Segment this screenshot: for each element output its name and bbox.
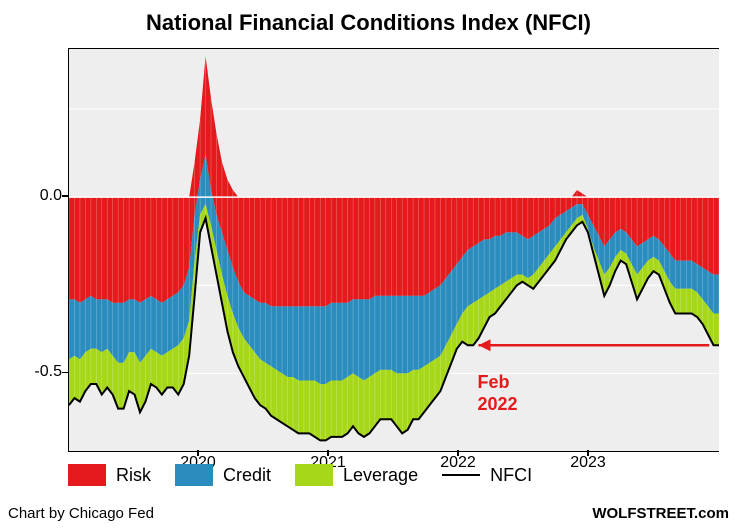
- annotation-line1: Feb: [478, 372, 510, 392]
- legend-line-swatch: [442, 474, 480, 476]
- footer-site: WOLFSTREET.com: [592, 505, 729, 522]
- legend-item: Risk: [68, 464, 151, 486]
- legend-label: Risk: [116, 465, 151, 486]
- y-tick-label: 0.0: [40, 187, 62, 205]
- y-tick-label: -0.5: [34, 363, 62, 381]
- legend-item: Leverage: [295, 464, 418, 486]
- chart-container: National Financial Conditions Index (NFC…: [0, 0, 737, 528]
- legend-label: NFCI: [490, 465, 532, 486]
- legend-item: NFCI: [442, 465, 532, 486]
- legend: Risk Credit Leverage NFCI: [68, 456, 718, 494]
- footer-source: Chart by Chicago Fed: [8, 505, 154, 522]
- legend-swatch: [68, 464, 106, 486]
- annotation-label: Feb 2022: [478, 372, 518, 415]
- legend-label: Credit: [223, 465, 271, 486]
- legend-swatch: [295, 464, 333, 486]
- legend-item: Credit: [175, 464, 271, 486]
- legend-label: Leverage: [343, 465, 418, 486]
- plot-area: [68, 48, 719, 452]
- annotation-line2: 2022: [478, 394, 518, 414]
- plot-svg: [69, 49, 719, 451]
- chart-title: National Financial Conditions Index (NFC…: [0, 10, 737, 36]
- legend-swatch: [175, 464, 213, 486]
